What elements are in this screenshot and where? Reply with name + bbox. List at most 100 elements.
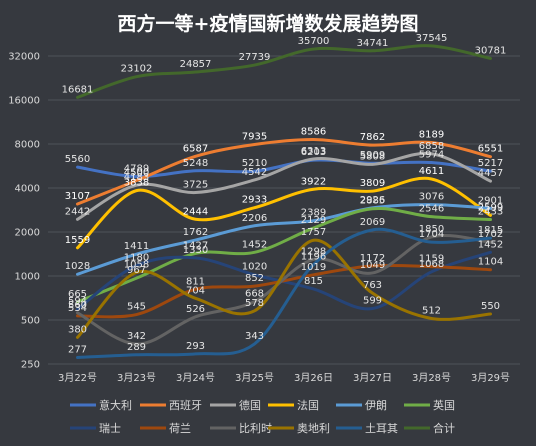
data-label: 599 — [363, 296, 382, 307]
y-tick-label: 1000 — [15, 272, 40, 283]
data-label: 704 — [186, 285, 205, 296]
data-label: 2885 — [360, 196, 385, 207]
data-label: 289 — [127, 342, 146, 353]
x-tick-label: 3月25号 — [235, 372, 274, 384]
y-tick-label: 32000 — [8, 52, 40, 63]
data-label: 343 — [245, 331, 264, 342]
data-label: 3725 — [183, 180, 208, 191]
data-label: 2129 — [301, 215, 326, 226]
data-label: 2433 — [478, 207, 503, 218]
data-label: 534 — [68, 303, 87, 314]
data-label: 34741 — [357, 38, 389, 49]
data-label: 24857 — [180, 59, 212, 70]
data-label: 4789 — [124, 164, 149, 175]
data-label: 2901 — [478, 195, 503, 206]
series-line — [76, 176, 492, 250]
data-label: 2069 — [360, 217, 385, 228]
y-tick-label: 250 — [21, 360, 40, 371]
data-label: 4500 — [124, 168, 149, 179]
data-label: 7935 — [242, 132, 267, 143]
data-label: 8586 — [301, 127, 326, 138]
data-label: 4183 — [124, 172, 149, 183]
y-tick-label: 500 — [21, 316, 40, 327]
series-line — [76, 158, 492, 179]
data-label: 35700 — [298, 36, 330, 47]
data-label: 1196 — [301, 252, 326, 263]
data-label: 6587 — [183, 143, 208, 154]
series-line — [76, 227, 492, 359]
data-label: 2206 — [242, 213, 267, 224]
x-axis: 3月22号 3月23号 3月24号 3月25号 3月26日 3月27日 3月28号 3月29号 — [58, 372, 510, 384]
data-label: 5974 — [419, 150, 444, 161]
x-tick-label: 3月23号 — [117, 372, 156, 384]
series-line — [76, 206, 492, 304]
data-label: 3838 — [124, 178, 149, 189]
data-label: 1159 — [419, 254, 444, 265]
series-line — [76, 138, 492, 206]
data-label: 512 — [422, 305, 441, 316]
legend-label: 比利时 — [239, 422, 272, 435]
legend-label: 荷兰 — [169, 422, 191, 435]
data-label: 1298 — [301, 246, 326, 257]
series-line — [76, 44, 492, 99]
data-label: 1427 — [183, 240, 208, 251]
legend-label: 土耳其 — [365, 422, 398, 435]
data-label: 1559 — [65, 235, 90, 246]
legend-label: 德国 — [239, 398, 261, 412]
data-label: 1330 — [183, 245, 208, 256]
y-tick-label: 16000 — [8, 96, 40, 107]
data-label: 6203 — [301, 147, 326, 158]
data-label: 6551 — [478, 144, 503, 155]
data-label: 1104 — [478, 257, 503, 268]
series-line — [76, 238, 492, 339]
legend-label: 奥地利 — [297, 421, 330, 435]
x-tick-label: 3月22号 — [58, 372, 97, 384]
data-label: 560 — [68, 300, 87, 311]
data-label: 1172 — [360, 253, 385, 264]
data-label: 5210 — [242, 158, 267, 169]
data-label: 277 — [68, 344, 87, 355]
data-label: 1452 — [478, 239, 503, 250]
data-label: 1762 — [183, 227, 208, 238]
data-label: 3922 — [301, 176, 326, 187]
data-label: 1757 — [301, 227, 326, 238]
data-label: 7862 — [360, 132, 385, 143]
legend-label: 瑞士 — [99, 421, 121, 435]
series-line — [76, 250, 492, 311]
data-label: 1180 — [124, 252, 149, 263]
data-label: 5909 — [360, 150, 385, 161]
y-tick-label: 2000 — [15, 228, 40, 239]
data-label: 1815 — [478, 225, 503, 236]
data-label: 5217 — [478, 158, 503, 169]
data-label: 1019 — [301, 262, 326, 273]
series-lines — [76, 44, 492, 359]
data-label: 815 — [304, 276, 323, 287]
data-label: 1049 — [360, 260, 385, 271]
data-label: 3809 — [360, 178, 385, 189]
data-label: 3107 — [65, 191, 90, 202]
data-label: 2389 — [301, 208, 326, 219]
data-label: 4611 — [419, 166, 444, 177]
y-tick-label: 4000 — [15, 184, 40, 195]
data-label: 380 — [68, 324, 87, 335]
data-label: 763 — [363, 280, 382, 291]
chart-title: 西方一等+疫情国新增数发展趋势图 — [118, 12, 419, 35]
legend-label: 合计 — [433, 421, 455, 435]
series-line — [76, 203, 492, 276]
data-label: 27739 — [239, 52, 271, 63]
data-label: 550 — [481, 301, 500, 312]
data-label: 1411 — [124, 241, 149, 252]
data-label: 967 — [127, 265, 146, 276]
data-label: 811 — [186, 276, 205, 287]
series-line — [76, 151, 492, 221]
data-label: 30781 — [475, 45, 507, 56]
data-label: 594 — [68, 296, 87, 307]
legend-label: 法国 — [297, 398, 319, 412]
data-label: 2444 — [183, 206, 208, 217]
data-label: 668 — [245, 289, 264, 300]
data-label: 2599 — [478, 202, 503, 213]
data-label: 6313 — [301, 146, 326, 157]
data-label: 8189 — [419, 130, 444, 141]
